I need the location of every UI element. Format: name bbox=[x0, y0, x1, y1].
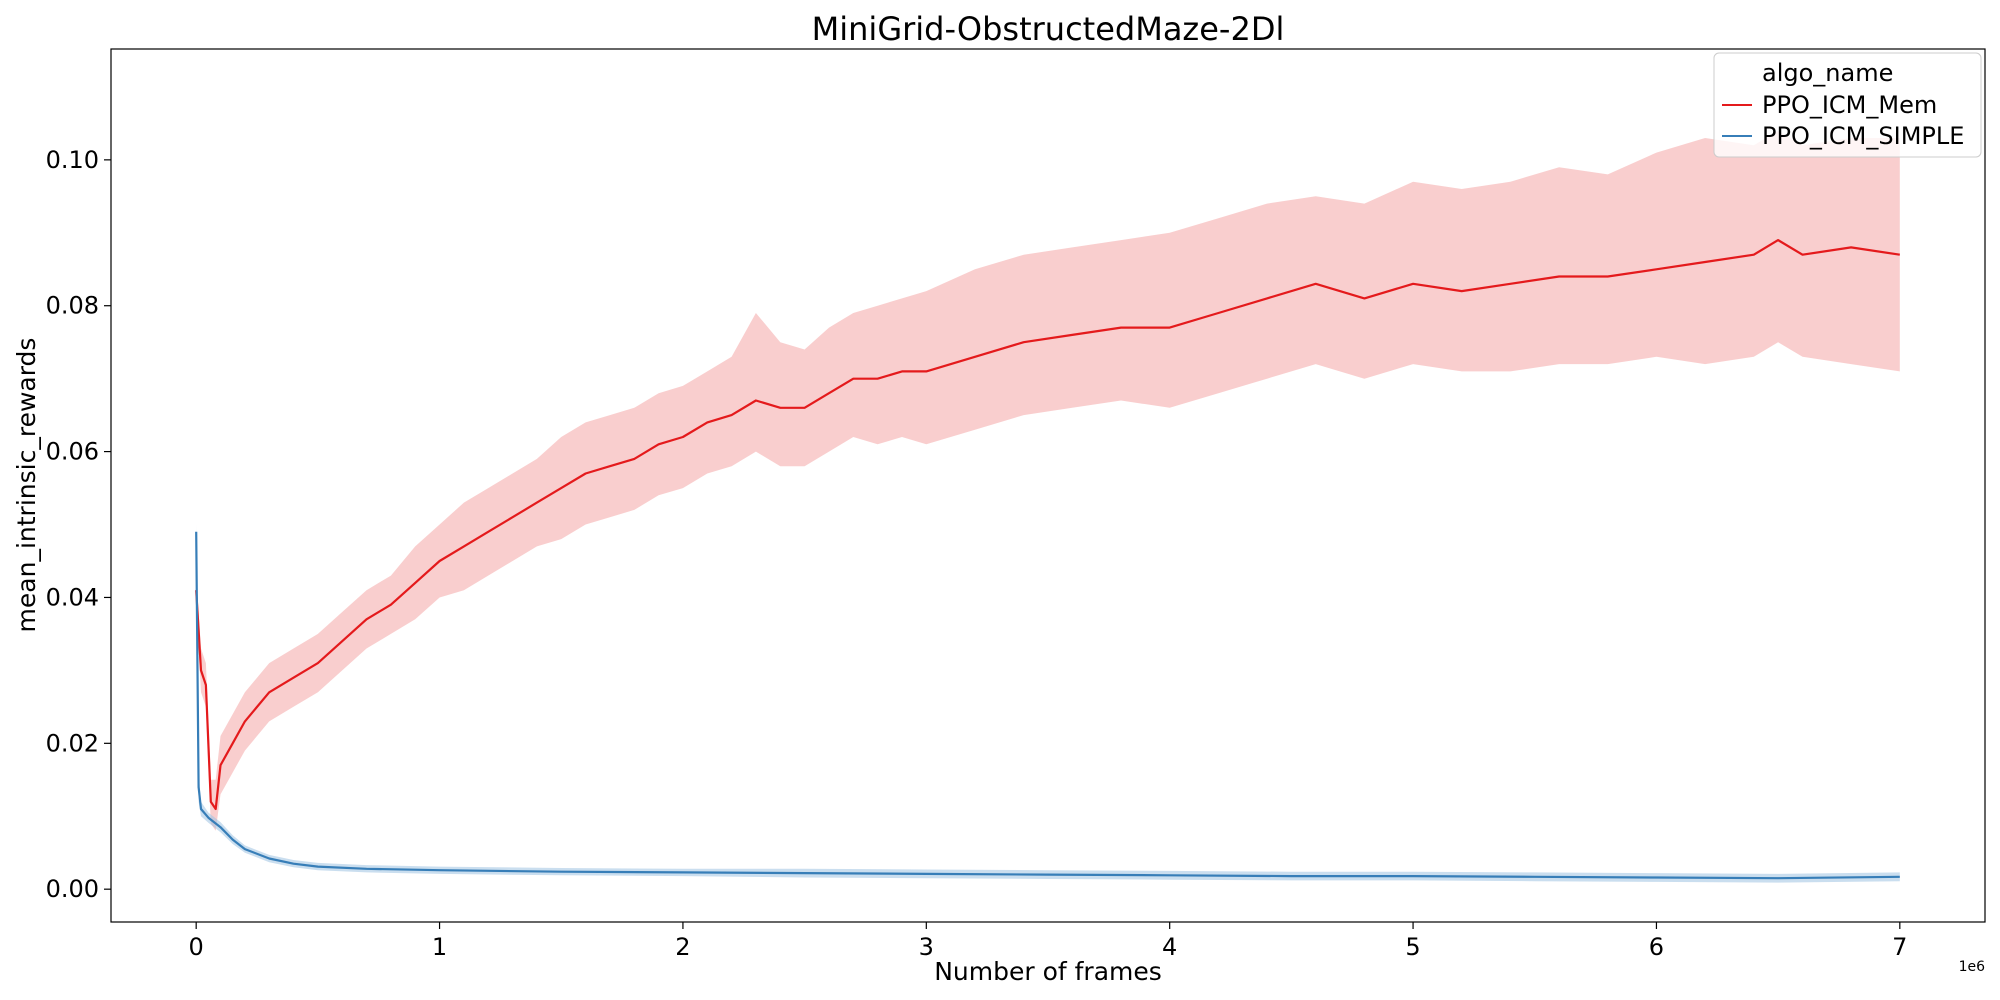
y-tick-label: 0.06 bbox=[46, 438, 99, 466]
y-tick-label: 0.08 bbox=[46, 292, 99, 320]
y-tick-label: 0.02 bbox=[46, 729, 99, 757]
x-tick-label: 4 bbox=[1162, 933, 1177, 961]
y-axis-ticks: 0.00 0.02 0.04 0.06 0.08 0.10 bbox=[46, 146, 111, 903]
legend-label-ppo-icm-simple: PPO_ICM_SIMPLE bbox=[1762, 122, 1964, 150]
x-tick-label: 2 bbox=[675, 933, 690, 961]
legend-label-ppo-icm-mem: PPO_ICM_Mem bbox=[1762, 91, 1937, 119]
legend-title: algo_name bbox=[1762, 59, 1893, 87]
series-band-ppo-icm-mem bbox=[196, 130, 1900, 831]
x-axis-label: Number of frames bbox=[934, 957, 1162, 986]
x-axis-ticks: 0 1 2 3 4 5 6 7 bbox=[189, 922, 1907, 961]
series-line-ppo-icm-simple bbox=[195, 531, 1900, 880]
x-tick-label: 1 bbox=[432, 933, 447, 961]
series-layer bbox=[195, 130, 1900, 883]
legend-box bbox=[1713, 52, 1982, 158]
plot-frame bbox=[110, 48, 1986, 923]
series-line-ppo-icm-mem bbox=[195, 239, 1900, 811]
series-ppo-icm-simple bbox=[195, 524, 1900, 883]
x-tick-label: 7 bbox=[1892, 933, 1907, 961]
x-tick-label: 6 bbox=[1649, 933, 1664, 961]
x-tick-label: 0 bbox=[189, 933, 204, 961]
legend: algo_name PPO_ICM_Mem PPO_ICM_SIMPLE bbox=[1713, 52, 1982, 158]
x-tick-label: 3 bbox=[919, 933, 934, 961]
chart-title: MiniGrid-ObstructedMaze-2Dl bbox=[812, 10, 1285, 48]
y-tick-label: 0.10 bbox=[46, 146, 99, 174]
y-axis-label: mean_intrinsic_rewards bbox=[12, 338, 41, 633]
x-tick-label: 5 bbox=[1405, 933, 1420, 961]
series-ppo-icm-mem bbox=[195, 130, 1900, 831]
x-axis-offset-label: 1e6 bbox=[1959, 959, 1986, 975]
y-tick-label: 0.00 bbox=[46, 875, 99, 903]
y-tick-label: 0.04 bbox=[46, 583, 99, 611]
